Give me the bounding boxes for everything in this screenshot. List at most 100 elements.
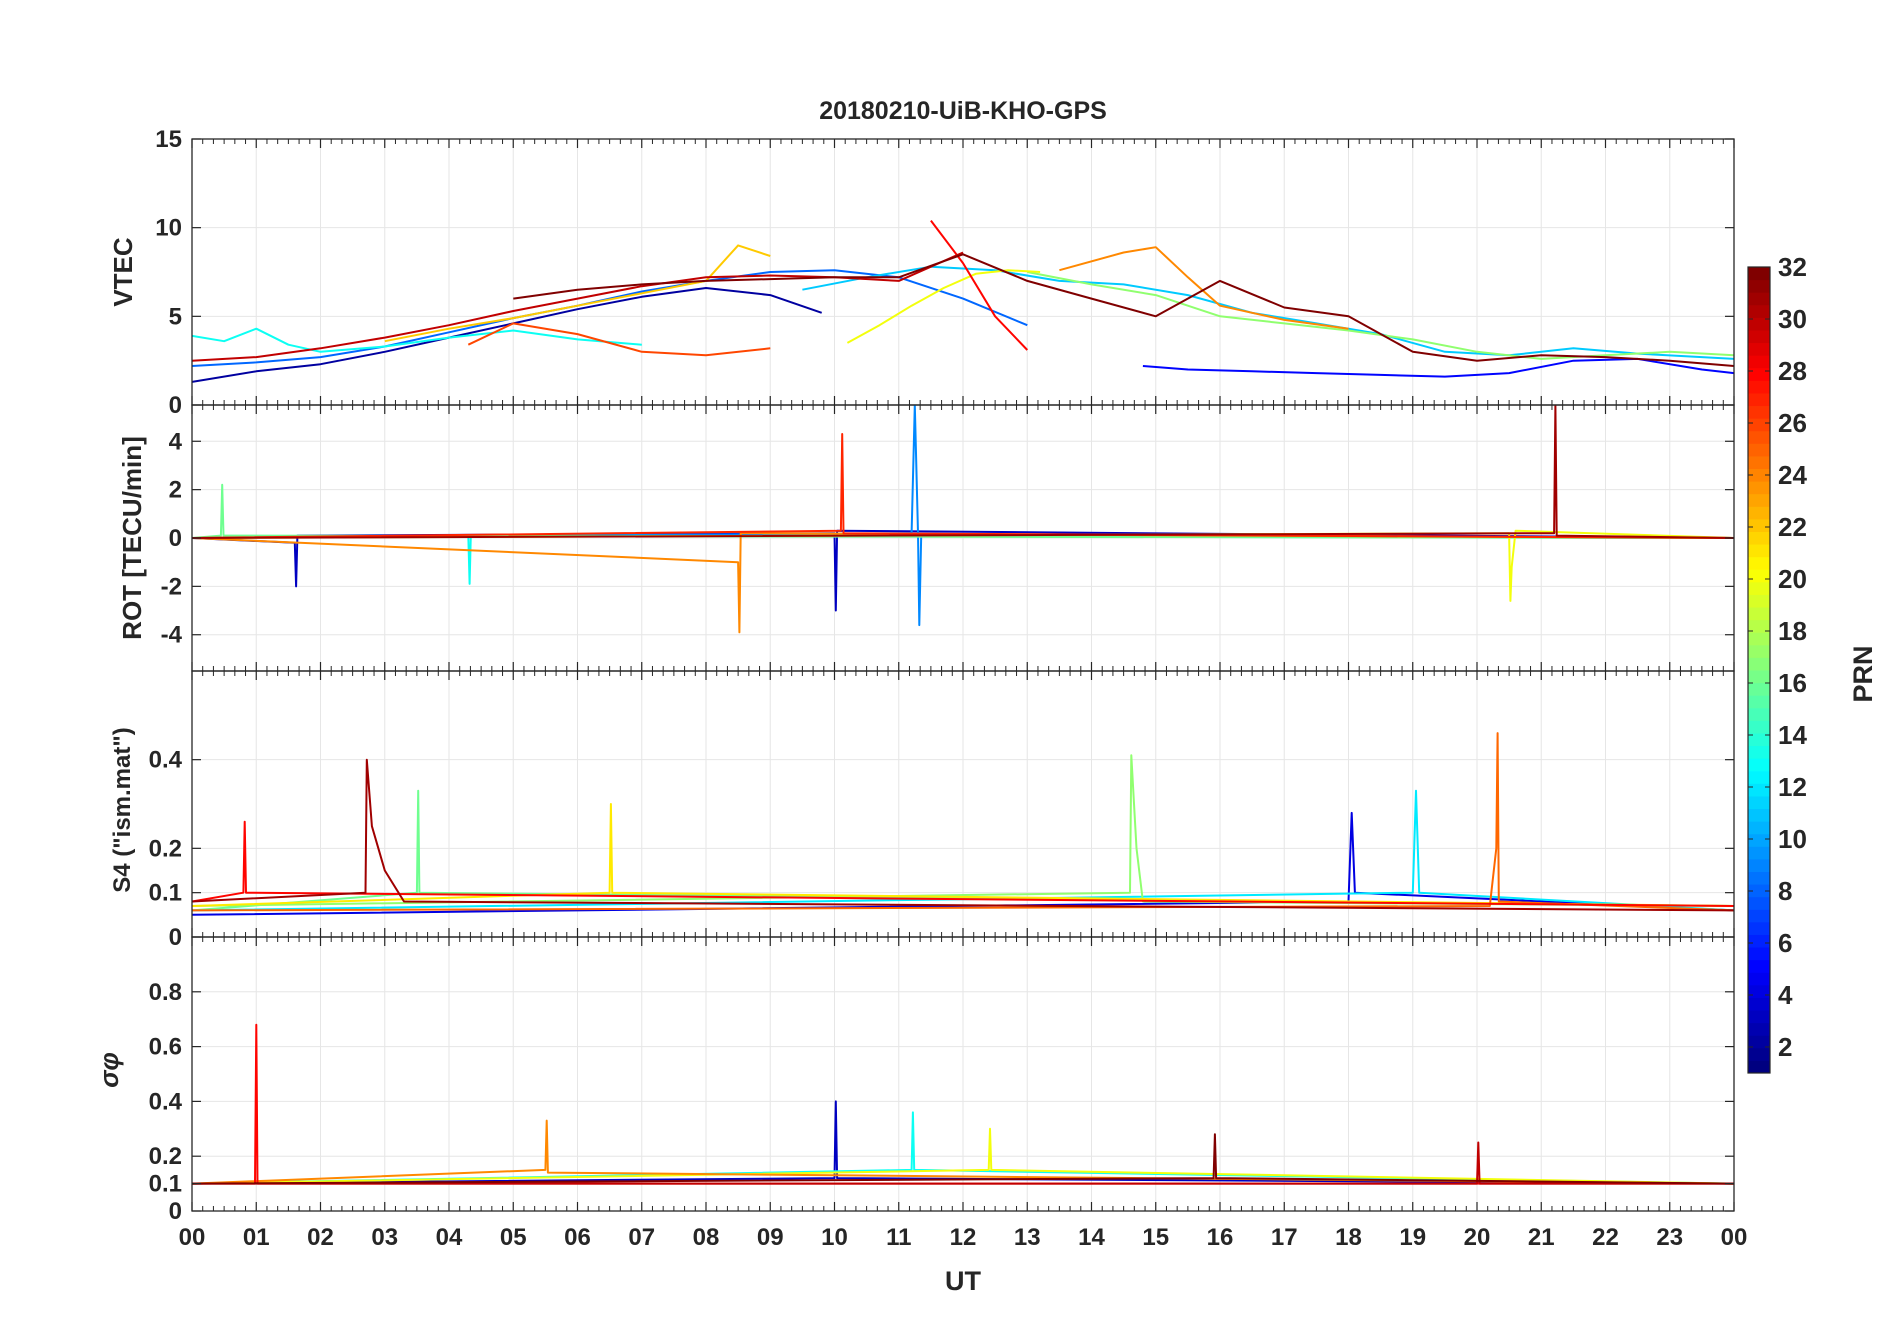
colorbar-segment — [1748, 632, 1770, 646]
y-tick-label: 0.2 — [149, 835, 182, 862]
colorbar-segment — [1748, 292, 1770, 306]
colorbar-segment — [1748, 443, 1770, 457]
y-tick-label: 0 — [169, 525, 182, 552]
series-line-prn-26 — [467, 322, 771, 357]
panel-rot: -4 -2 0 2 4 ROT [TECU/min] — [117, 404, 1735, 672]
colorbar-segment — [1748, 544, 1770, 558]
colorbar-segment — [1748, 695, 1770, 709]
x-tick-label: 15 — [1142, 1224, 1169, 1251]
colorbar-segment — [1748, 670, 1770, 684]
ticks-s4: 0 0.1 0.2 0.4 — [149, 671, 1735, 951]
series-rot — [192, 405, 1734, 634]
colorbar-segment — [1748, 481, 1770, 495]
colorbar-segment — [1748, 619, 1770, 633]
colorbar-segment — [1748, 972, 1770, 986]
colorbar-tick-label: 32 — [1778, 252, 1807, 282]
series-line-prn-2 — [192, 287, 823, 383]
series-line-prn-20 — [846, 269, 1041, 344]
series-line-prn-32 — [192, 1133, 1734, 1185]
y-tick-label: 0.6 — [149, 1034, 182, 1061]
x-tick-label: 14 — [1078, 1224, 1105, 1251]
colorbar-segment — [1748, 531, 1770, 545]
ylabel-s4: S4 ("ism.mat") — [109, 727, 136, 892]
x-axis-label: UT — [945, 1266, 981, 1296]
colorbar-segment — [1748, 1060, 1770, 1074]
series-line-prn-28 — [192, 820, 1734, 907]
x-tick-label: 00 — [1721, 1224, 1748, 1251]
x-tick-label: 00 — [179, 1224, 206, 1251]
x-tick-label: 21 — [1528, 1224, 1555, 1251]
colorbar-tick-label: 16 — [1778, 668, 1807, 698]
series-s4 — [192, 732, 1734, 916]
colorbar-segment — [1748, 506, 1770, 520]
grid-vtec — [191, 138, 1735, 406]
colorbar-tick-label: 18 — [1778, 616, 1807, 646]
x-tick-label: 18 — [1335, 1224, 1362, 1251]
y-tick-label: 10 — [155, 215, 182, 242]
chart-title: 20180210-UiB-KHO-GPS — [819, 97, 1107, 125]
ylabel-rot: ROT [TECU/min] — [117, 436, 147, 640]
series-line-prn-13 — [192, 327, 642, 353]
series-line-prn-22 — [384, 244, 771, 343]
colorbar-tick-label: 30 — [1778, 304, 1807, 334]
colorbar-segment — [1748, 405, 1770, 419]
x-tick-label: 10 — [821, 1224, 848, 1251]
colorbar-segment — [1748, 909, 1770, 923]
y-tick-label: 0.8 — [149, 979, 182, 1006]
x-tick-label: 16 — [1207, 1224, 1234, 1251]
colorbar-tick-label: 2 — [1778, 1032, 1792, 1062]
colorbar-tick-label: 6 — [1778, 928, 1792, 958]
series-vtec — [192, 219, 1734, 383]
colorbar-segment — [1748, 569, 1770, 583]
colorbar-segment — [1748, 846, 1770, 860]
colorbar-segment — [1748, 732, 1770, 747]
y-tick-label: 0.4 — [149, 747, 183, 774]
y-tick-label: 0.1 — [149, 880, 182, 907]
colorbar-segment — [1748, 984, 1770, 998]
x-tick-label: 03 — [371, 1224, 398, 1251]
colorbar-segment — [1748, 355, 1770, 369]
colorbar-segment — [1748, 858, 1770, 872]
colorbar-segment — [1748, 581, 1770, 595]
ylabel-sigma: σφ — [94, 1052, 124, 1088]
x-tick-label: 04 — [436, 1224, 463, 1251]
x-tick-label: 05 — [500, 1224, 527, 1251]
colorbar-segment — [1748, 758, 1770, 772]
colorbar-segment — [1748, 317, 1770, 331]
ticks-rot: -4 -2 0 2 4 — [161, 405, 1735, 671]
panel-vtec: 0 5 10 15 VTEC — [108, 126, 1735, 419]
series-line-prn-31 — [192, 758, 1734, 912]
colorbar-segment — [1748, 896, 1770, 910]
ylabel-vtec: VTEC — [108, 237, 138, 307]
colorbar-tick-label: 26 — [1778, 408, 1807, 438]
x-tick-label: 08 — [693, 1224, 720, 1251]
colorbar-segment — [1748, 279, 1770, 293]
series-line-prn-28 — [930, 219, 1029, 351]
colorbar-segment — [1748, 380, 1770, 394]
colorbar-segment — [1748, 267, 1770, 281]
colorbar-segment — [1748, 1022, 1770, 1036]
series-sigma — [192, 1023, 1734, 1185]
colorbar-segment — [1748, 418, 1770, 432]
colorbar-segment — [1748, 392, 1770, 407]
colorbar-segment — [1748, 884, 1770, 898]
colorbar-tick-label: 14 — [1778, 720, 1807, 750]
series-line-prn-5 — [1142, 357, 1734, 378]
y-tick-label: 0 — [169, 392, 182, 419]
panel-sigma: 00.10.2 0.4 0.6 0.8 σφ — [94, 936, 1735, 1225]
colorbar-tick-label: 20 — [1778, 564, 1807, 594]
colorbar-segment — [1748, 921, 1770, 935]
series-line-prn-31 — [192, 405, 1734, 539]
colorbar-segment — [1748, 455, 1770, 469]
colorbar-segment — [1748, 934, 1770, 948]
colorbar-segment — [1748, 682, 1770, 696]
colorbar-segment — [1748, 468, 1770, 482]
colorbar-segment — [1748, 997, 1770, 1011]
colorbar-segment — [1748, 808, 1770, 822]
x-tick-label: 12 — [950, 1224, 977, 1251]
y-tick-label: 4 — [169, 428, 183, 455]
colorbar-segment — [1748, 1035, 1770, 1049]
colorbar-segment — [1748, 430, 1770, 444]
